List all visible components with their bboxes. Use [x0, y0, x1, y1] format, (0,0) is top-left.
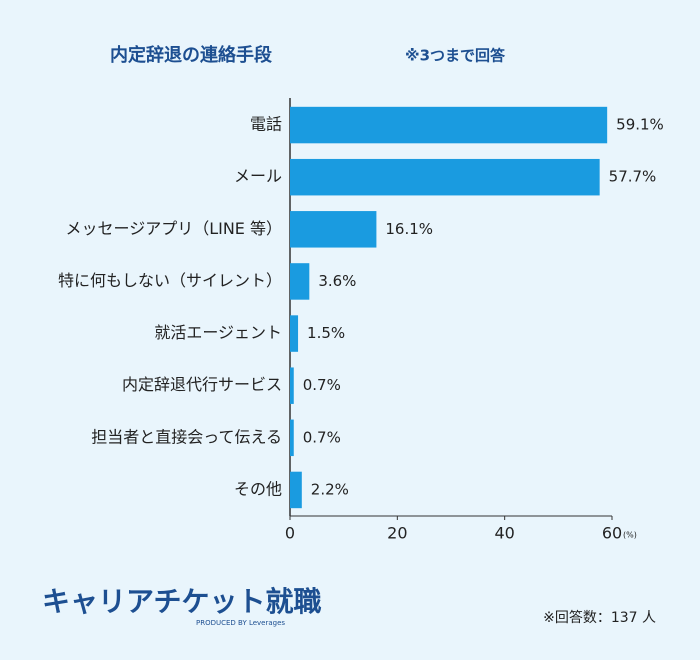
note: ※回答数：137 人	[543, 609, 656, 626]
value-label: 16.1%	[385, 220, 433, 238]
brand-name: キャリアチケット就職	[42, 585, 321, 618]
value-label: 1.5%	[307, 324, 345, 342]
chart-title: 内定辞退の連絡手段	[110, 44, 273, 66]
x-tick-label: 0	[285, 524, 295, 543]
brand-credit: PRODUCED BY Leverages	[196, 619, 285, 627]
bar	[290, 471, 302, 509]
bar	[290, 367, 294, 404]
bar	[290, 106, 608, 144]
value-label: 0.7%	[303, 428, 341, 446]
y-tick-label: 内定辞退代行サービス	[122, 375, 282, 394]
x-tick-label: 60	[602, 524, 622, 543]
bar	[290, 315, 299, 352]
bar	[290, 211, 377, 248]
bar	[290, 158, 600, 196]
y-tick-label: 特に何もしない（サイレント）	[58, 271, 282, 290]
value-label: 3.6%	[318, 272, 356, 290]
bar	[290, 419, 294, 457]
y-tick-label: メール	[234, 167, 282, 186]
chart-subtitle: ※3つまで回答	[405, 47, 506, 65]
value-label: 57.7%	[609, 168, 657, 186]
value-label: 0.7%	[303, 376, 341, 394]
y-tick-label: その他	[234, 479, 282, 498]
y-tick-label: 就活エージェント	[154, 323, 282, 342]
x-tick-label: 40	[494, 524, 514, 543]
value-label: 2.2%	[311, 480, 349, 498]
bar	[290, 263, 310, 300]
y-tick-label: メッセージアプリ（LINE 等）	[66, 219, 282, 238]
y-tick-label: 担当者と直接会って伝える	[91, 427, 282, 446]
x-unit: (%)	[623, 531, 637, 540]
y-tick-label: 電話	[250, 115, 282, 134]
value-label: 59.1%	[616, 116, 664, 134]
x-tick-label: 20	[387, 524, 407, 543]
